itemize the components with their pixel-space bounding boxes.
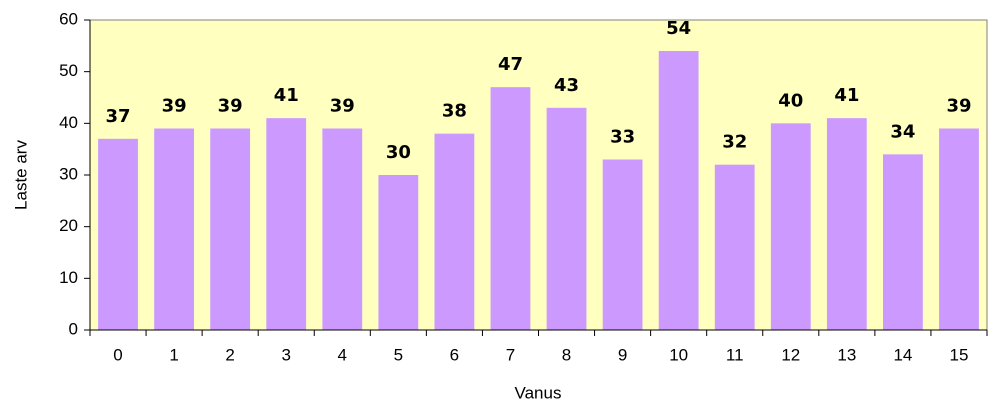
value-label: 38 bbox=[442, 101, 467, 122]
bar bbox=[154, 128, 194, 330]
value-label: 33 bbox=[610, 127, 635, 148]
x-tick-label: 5 bbox=[394, 345, 403, 364]
value-label: 43 bbox=[554, 75, 579, 96]
value-label: 39 bbox=[218, 96, 243, 117]
bar bbox=[602, 159, 643, 330]
value-label: 30 bbox=[386, 142, 411, 163]
x-tick-label: 15 bbox=[950, 345, 969, 364]
value-label: 47 bbox=[498, 54, 523, 75]
bar bbox=[883, 154, 923, 330]
x-tick-label: 14 bbox=[893, 345, 912, 364]
x-tick-label: 0 bbox=[113, 345, 122, 364]
y-tick-label: 10 bbox=[59, 268, 78, 287]
y-tick-label: 20 bbox=[59, 216, 78, 235]
x-tick-label: 12 bbox=[781, 345, 800, 364]
value-label: 39 bbox=[946, 96, 971, 117]
bar bbox=[322, 128, 363, 330]
bar bbox=[266, 118, 307, 331]
x-tick-label: 1 bbox=[169, 345, 178, 364]
y-axis-label: Laste arv bbox=[11, 140, 30, 210]
x-axis-label: Vanus bbox=[515, 383, 562, 402]
x-tick-label: 7 bbox=[506, 345, 515, 364]
value-label: 34 bbox=[890, 121, 915, 142]
x-tick-label: 13 bbox=[837, 345, 856, 364]
x-tick-label: 4 bbox=[338, 345, 347, 364]
x-tick-label: 10 bbox=[669, 345, 688, 364]
y-tick-label: 40 bbox=[59, 113, 78, 132]
value-label: 32 bbox=[722, 132, 747, 153]
bar bbox=[714, 164, 755, 330]
bar bbox=[378, 175, 419, 330]
bar bbox=[770, 123, 811, 330]
y-tick-label: 60 bbox=[59, 9, 78, 28]
x-tick-label: 6 bbox=[450, 345, 459, 364]
value-label: 41 bbox=[834, 85, 859, 106]
y-tick-label: 0 bbox=[69, 319, 78, 338]
x-tick-label: 2 bbox=[225, 345, 234, 364]
bar bbox=[434, 133, 475, 330]
y-tick-label: 50 bbox=[59, 61, 78, 80]
value-label: 39 bbox=[162, 96, 187, 117]
bar bbox=[210, 128, 251, 330]
bar bbox=[98, 138, 138, 330]
value-label: 40 bbox=[778, 90, 803, 111]
value-label: 39 bbox=[330, 96, 355, 117]
bar bbox=[826, 118, 867, 331]
x-tick-label: 9 bbox=[618, 345, 627, 364]
y-tick-label: 30 bbox=[59, 164, 78, 183]
bar bbox=[939, 128, 979, 330]
bar bbox=[490, 87, 531, 331]
x-tick-label: 11 bbox=[726, 345, 744, 364]
bar bbox=[658, 51, 699, 330]
x-tick-label: 8 bbox=[562, 345, 571, 364]
value-label: 54 bbox=[666, 18, 691, 39]
value-label: 37 bbox=[106, 106, 131, 127]
x-tick-label: 3 bbox=[281, 345, 290, 364]
value-label: 41 bbox=[274, 85, 299, 106]
bar bbox=[546, 107, 587, 330]
